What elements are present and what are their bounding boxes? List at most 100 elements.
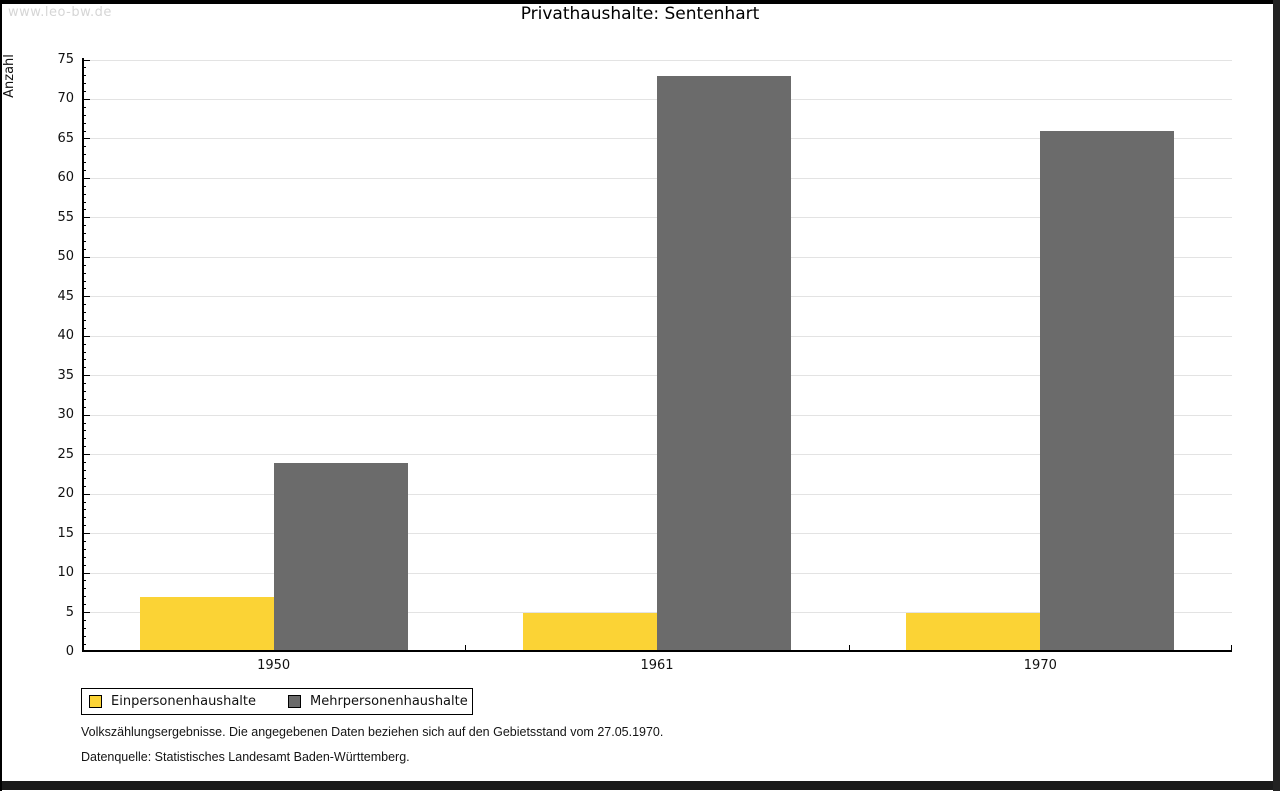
x-axis-tick — [465, 645, 466, 652]
bar-mehrpersonenhaushalte-1970 — [1040, 131, 1175, 652]
y-axis-tick — [82, 327, 86, 329]
bar-einpersonenhaushalte-1950 — [139, 596, 274, 652]
y-axis-title-text: Anzahl — [2, 54, 17, 98]
y-tick-label: 75 — [57, 52, 74, 67]
y-axis-tick — [82, 446, 86, 448]
y-axis-tick — [82, 170, 86, 171]
plot-area: 1950 1961 1970 0 5 10 15 20 25 30 35 40 45 50 55 60 65 70… — [57, 52, 1232, 673]
y-axis-tick — [82, 359, 86, 361]
y-axis-tick — [82, 588, 86, 590]
y-axis-tick — [82, 106, 86, 108]
y-axis-tick — [82, 319, 86, 321]
footnote-data-source: Datenquelle: Statistisches Landesamt Bad… — [81, 750, 410, 764]
x-axis-tick — [849, 645, 850, 652]
y-axis-tick — [82, 383, 86, 385]
y-axis-tick — [82, 272, 86, 274]
x-tick-label: 1961 — [640, 658, 674, 673]
y-tick-label: 30 — [57, 407, 74, 423]
y-axis-tick — [82, 533, 90, 535]
y-axis-tick — [82, 604, 86, 606]
y-axis-tick — [82, 627, 86, 629]
x-tick-label: 1970 — [1023, 658, 1057, 673]
legend-label-einpersonenhaushalte: Einpersonenhaushalte — [111, 694, 256, 709]
y-tick-label: 45 — [57, 288, 74, 304]
y-tick-label: 35 — [57, 367, 74, 383]
gridline — [82, 59, 1232, 61]
window-border-right — [1273, 0, 1280, 791]
y-axis-tick — [82, 335, 90, 337]
watermark: www.leo-bw.de — [8, 5, 112, 20]
y-axis-tick — [82, 548, 86, 550]
y-axis-tick — [82, 67, 86, 69]
y-axis-tick — [82, 438, 86, 440]
y-axis-tick — [82, 580, 86, 582]
y-axis-tick — [82, 233, 86, 235]
y-axis-tick — [82, 154, 86, 156]
legend-swatch-mehrpersonenhaushalte — [288, 695, 301, 708]
x-tick-label: 1950 — [257, 658, 291, 673]
y-axis-tick — [82, 217, 90, 219]
y-axis-tick — [82, 296, 90, 298]
y-axis-tick — [82, 280, 86, 282]
y-tick-label: 40 — [57, 328, 74, 344]
y-axis-tick — [82, 414, 90, 416]
y-axis-tick — [82, 351, 86, 353]
y-tick-label: 5 — [65, 604, 74, 620]
y-axis-tick — [82, 91, 86, 93]
y-axis-tick — [82, 619, 86, 621]
footnote-source-note: Volkszählungsergebnisse. Die angegebenen… — [81, 725, 664, 739]
legend-item-einpersonenhaushalte: Einpersonenhaushalte — [89, 694, 256, 709]
y-axis-tick — [82, 564, 86, 566]
y-axis-tick — [82, 248, 86, 250]
y-axis-tick — [82, 462, 86, 464]
y-axis-tick — [82, 469, 86, 471]
y-tick-label: 70 — [57, 91, 74, 107]
y-axis-tick — [82, 122, 86, 124]
bar-mehrpersonenhaushalte-1950 — [273, 462, 408, 652]
y-tick-label: 20 — [57, 486, 74, 502]
y-axis-title: Anzahl — [2, 44, 18, 108]
y-axis-tick — [82, 485, 86, 487]
window-border-top — [0, 0, 1280, 4]
y-axis-tick — [82, 75, 86, 77]
bar-einpersonenhaushalte-1970 — [906, 612, 1041, 652]
y-axis-tick — [82, 185, 86, 187]
y-axis-tick — [82, 256, 90, 258]
y-axis-tick — [82, 406, 86, 408]
y-axis-tick — [82, 596, 86, 598]
legend-label-mehrpersonenhaushalte: Mehrpersonenhaushalte — [310, 694, 468, 709]
y-tick-label: 50 — [57, 249, 74, 265]
y-axis-tick — [82, 114, 86, 116]
y-axis-tick — [82, 177, 90, 179]
y-axis-tick — [82, 343, 86, 345]
y-axis-tick — [82, 241, 86, 243]
bar-mehrpersonenhaushalte-1961 — [657, 75, 791, 652]
y-tick-label: 55 — [57, 209, 74, 225]
y-axis-tick — [82, 643, 86, 645]
y-axis-tick — [82, 130, 86, 132]
y-axis-tick — [82, 83, 86, 85]
y-axis-tick — [82, 525, 86, 527]
y-axis-tick — [82, 612, 90, 614]
legend: Einpersonenhaushalte Mehrpersonenhaushal… — [81, 688, 473, 715]
y-axis-tick — [82, 501, 86, 503]
y-axis-tick — [82, 509, 86, 511]
y-axis-tick — [82, 454, 90, 456]
y-tick-label: 10 — [57, 565, 74, 581]
y-axis-tick — [82, 304, 86, 306]
y-axis-tick — [82, 391, 86, 393]
y-axis-tick — [82, 162, 86, 164]
y-axis-tick — [82, 367, 86, 369]
y-axis-tick — [82, 264, 86, 266]
window-border-bottom — [0, 781, 1280, 790]
y-axis-tick — [82, 59, 90, 61]
y-axis-tick — [82, 540, 86, 542]
y-axis-tick — [82, 312, 86, 314]
chart-title: Privathaushalte: Sentenhart — [520, 4, 760, 24]
bar-einpersonenhaushalte-1961 — [523, 612, 657, 652]
y-axis-tick — [82, 635, 86, 637]
y-axis-tick — [82, 209, 86, 211]
y-axis-tick — [82, 556, 86, 558]
y-tick-label: 0 — [65, 644, 74, 659]
